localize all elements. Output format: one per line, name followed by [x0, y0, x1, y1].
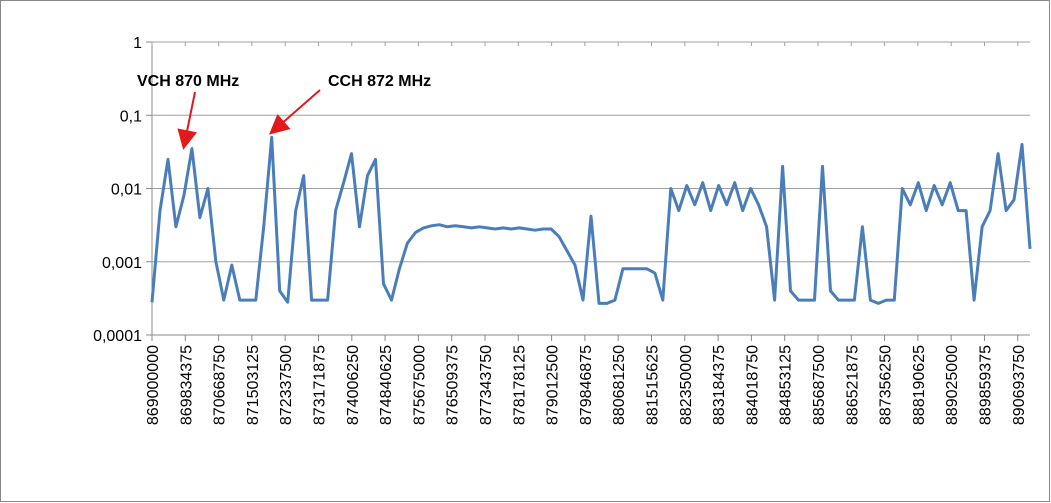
x-tick-label: 874006250 [345, 345, 362, 425]
x-tick-label: 881515625 [644, 345, 661, 425]
x-tick-label: 874840625 [378, 345, 395, 425]
x-tick-label: 886521875 [844, 345, 861, 425]
x-tick-label: 884018750 [744, 345, 761, 425]
x-tick-label: 887356250 [878, 345, 895, 425]
y-tick-label: 0,1 [120, 108, 142, 125]
x-tick-label: 876509375 [445, 345, 462, 425]
x-tick-label: 889859375 [977, 345, 994, 425]
annotation: VCH 870 MHz [137, 73, 239, 90]
x-tick-label: 888190625 [911, 345, 928, 425]
annotation: CCH 872 MHz [328, 73, 431, 90]
x-tick-label: 879012500 [545, 345, 562, 425]
arrow [177, 91, 197, 150]
x-tick-label: 882350000 [678, 345, 695, 425]
x-tick-label: 889025000 [944, 345, 961, 425]
x-tick-label: 883184375 [711, 345, 728, 425]
x-tick-label: 890693750 [1011, 345, 1028, 425]
x-tick-label: 878178125 [511, 345, 528, 425]
x-tick-label: 872337500 [278, 345, 295, 425]
x-tick-label: 885687500 [811, 345, 828, 425]
x-tick-label: 880681250 [611, 345, 628, 425]
x-tick-label: 870668750 [212, 345, 229, 425]
arrow [268, 89, 321, 135]
x-tick-label: 879846875 [578, 345, 595, 425]
x-tick-label: 875675000 [411, 345, 428, 425]
x-tick-label: 884853125 [778, 345, 795, 425]
x-tick-label: 869834375 [178, 345, 195, 425]
y-tick-label: 0,0001 [93, 328, 142, 345]
y-tick-label: 1 [133, 35, 142, 52]
x-tick-label: 871503125 [245, 345, 262, 425]
x-tick-label: 873171875 [311, 345, 328, 425]
x-tick-label: 869000000 [145, 345, 162, 425]
x-tick-label: 877343750 [478, 345, 495, 425]
y-tick-label: 0,01 [111, 182, 142, 199]
line [150, 135, 1032, 305]
y-tick-label: 0,001 [102, 255, 142, 272]
